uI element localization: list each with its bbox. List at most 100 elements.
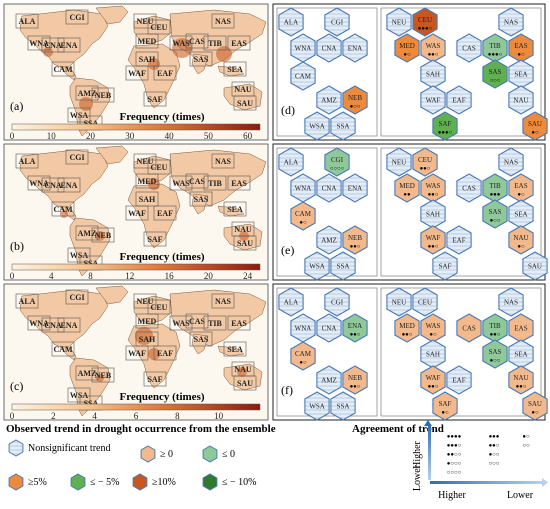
- agreement-row: ○○: [522, 443, 530, 449]
- agreement-dots: ●○: [299, 220, 307, 226]
- map-region-label: NEU: [137, 157, 154, 166]
- map-region-box: [153, 345, 177, 361]
- legend-label: Nonsignificant trend: [28, 443, 110, 454]
- colorbar-title: Frequency (times): [119, 391, 204, 403]
- legend-label: ≥10%: [152, 477, 176, 488]
- map-region-box: [143, 91, 167, 107]
- agreement-row: ●●●●: [447, 434, 462, 440]
- hex-cell: [290, 341, 316, 371]
- hex-label: SEA: [514, 71, 527, 79]
- colorbar-tick: 10: [47, 131, 57, 141]
- map-region-box: [75, 85, 99, 101]
- hex-label: WAS: [426, 182, 441, 190]
- hex-region-neu: NEU: [386, 287, 412, 317]
- hex-region-sau: SAU ●○: [522, 391, 548, 421]
- legend-title: Observed trend in drought occurrence fro…: [6, 423, 276, 435]
- agreement-y-arrow: [428, 424, 431, 480]
- hex-label: CEU: [418, 299, 432, 307]
- map-region-label: WSA: [70, 111, 88, 120]
- hex-region-neb: NEB ●●○: [342, 365, 368, 395]
- hex-region-neu: NEU: [386, 7, 412, 37]
- agreement-row: ●●○○: [447, 452, 462, 458]
- hex-region-ala: ALA: [278, 7, 304, 37]
- agreement-dots: ●○: [517, 244, 525, 250]
- agreement-row: ●●●○: [447, 443, 462, 449]
- map-region-box: [125, 205, 149, 221]
- map-region-label: AMZ: [78, 89, 97, 98]
- agreement-dots: ●●: [403, 192, 411, 198]
- legend-swatch: [70, 473, 86, 491]
- hex-panel: ALA CGI WNA CNA ENA ●●○ CAM ●○ AMZ NEB ●●○ WSA SSA NE…: [272, 283, 548, 421]
- hex-cell: [482, 59, 508, 89]
- agreement-row: ●●●: [489, 434, 500, 440]
- panel-label: (a): [10, 99, 23, 113]
- hex-cell: [290, 201, 316, 231]
- heat-hotspot: [172, 38, 192, 58]
- hex-cell: [498, 7, 524, 37]
- hex-label: CNA: [322, 325, 337, 333]
- colorbar-tick: 4: [49, 271, 54, 281]
- agreement-row: ●○: [522, 434, 530, 440]
- colorbar-tick: 0: [10, 131, 15, 141]
- hex-label: CNA: [322, 185, 337, 193]
- hex-region-ceu: CEU: [412, 287, 438, 317]
- hex-cell: [394, 33, 420, 63]
- colorbar-tick: 12: [125, 271, 134, 281]
- hex-region-sas: SAS ○○○: [482, 59, 508, 89]
- agreement-y-lower: Lower: [412, 464, 423, 491]
- map-region-label: ALA: [19, 17, 36, 26]
- map-region-box: [51, 201, 75, 217]
- map-region-box: [91, 367, 115, 383]
- hex-label: CAS: [462, 325, 476, 333]
- map-region-box: [153, 65, 177, 81]
- hex-label: WSA: [309, 263, 325, 271]
- hex-label: ALA: [284, 299, 298, 307]
- legend-label: ≤ 0: [222, 449, 235, 460]
- agreement-dots: ●●○: [516, 384, 527, 390]
- eurasia-group-frame: [380, 287, 542, 417]
- legend-swatch: [202, 445, 218, 463]
- hex-region-neb: NEB ●○○: [342, 85, 368, 115]
- hex-cell: [278, 287, 304, 317]
- map-region-label: MED: [138, 37, 157, 46]
- colorbar-tick: 0: [10, 411, 15, 421]
- hex-label: TIB: [489, 322, 501, 330]
- agreement-row: ●○○: [489, 452, 500, 458]
- panel-label: (e): [281, 243, 294, 257]
- hex-cell: [316, 225, 342, 255]
- hex-region-waf: WAF ●●○: [420, 365, 446, 395]
- hex-cell: [420, 365, 446, 395]
- map-region-box: [169, 35, 193, 51]
- map-region-label: SAF: [147, 235, 162, 244]
- hex-label: CGI: [331, 156, 344, 164]
- hex-region-nau: NAU: [508, 85, 534, 115]
- hex-region-nas: NAS: [498, 7, 524, 37]
- hex-label: CEU: [418, 16, 432, 24]
- map-region-label: EAS: [231, 179, 247, 188]
- map-region-label: ALA: [19, 157, 36, 166]
- hex-label: SEA: [514, 351, 527, 359]
- hex-cell: [432, 251, 458, 281]
- map-region-label: CAM: [53, 65, 73, 74]
- agreement-dots: ●○: [531, 410, 539, 416]
- hex-cell: [316, 33, 342, 63]
- map-region-box: [75, 225, 99, 241]
- agreement-title: Agreement of trend: [352, 423, 444, 435]
- hex-region-saf: SAF ●○: [432, 391, 458, 421]
- map-region-label: NAU: [234, 225, 252, 234]
- map-region-box: [67, 107, 91, 123]
- map-region-label: NAS: [215, 157, 232, 166]
- map-region-box: [41, 37, 65, 53]
- hex-label: TIB: [489, 42, 501, 50]
- agreement-dots: ●●○: [428, 52, 439, 58]
- colorbar-unit: (times): [172, 251, 205, 263]
- map-region-label: EAF: [157, 69, 173, 78]
- hex-region-cas: CAS: [456, 313, 482, 343]
- map-region-label: SAH: [139, 335, 156, 344]
- hex-region-ssa: SSA: [330, 111, 356, 141]
- eurasia-group-frame: [380, 7, 542, 137]
- hex-region-ceu: CEU ●●●○: [412, 7, 438, 37]
- map-region-label: TIB: [208, 39, 222, 48]
